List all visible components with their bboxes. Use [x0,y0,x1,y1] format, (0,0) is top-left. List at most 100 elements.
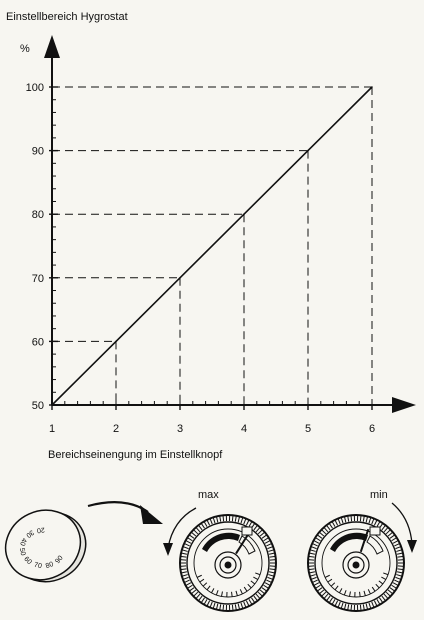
knob-knurl [253,595,258,602]
knob-knurl [206,600,211,607]
knob-knurl [212,602,216,609]
knob-knurl [316,587,323,592]
knob-scale-tick [359,591,361,597]
knob-knurl [376,521,381,527]
knob-knurl [395,546,402,550]
knob-scale-tick [378,580,384,585]
y-axis-arrow-icon [44,35,60,58]
knob-scale-tick [383,572,389,576]
knob-scale-tick [196,574,202,578]
knob-scale-tick [327,578,333,583]
knob-knurl [206,519,211,526]
knob-knurl [243,518,247,525]
knob-knurl [334,519,339,526]
knob-knurl [321,529,327,535]
knob-scale-tick [371,586,376,592]
small-knob-face [4,509,82,581]
knob-knurl [259,531,266,537]
knob-knurl [219,604,222,611]
knob-knurl [392,582,399,586]
knob-scale-ring [321,528,391,598]
knob-knurl [368,602,372,609]
knob-knurl [195,526,201,533]
knob-knurl [180,555,187,558]
knob-knurl [253,524,258,531]
x-tick-label: 2 [113,423,119,435]
knob-knurl [328,597,333,604]
knob-knurl [193,591,199,597]
small-knob-number: 30 [24,528,35,538]
knob-knurl [266,579,273,583]
knob-knurl [267,576,274,580]
knob-knurl [240,517,244,524]
knob-knurl [255,526,261,533]
knob-knurl [248,521,253,527]
knob-knurl [308,571,316,574]
knob-knurl [231,604,234,611]
knob-knurl [209,518,213,525]
series-polyline [51,86,373,406]
knob-knurl [326,595,331,602]
knob-knurl [190,589,197,595]
knob-knurl [257,529,263,535]
knob-knurl [340,517,344,524]
knob-knurl [187,584,193,589]
knob-knurl [309,549,316,552]
knob-knurl [389,587,396,592]
knob-scale-tick [239,589,243,595]
tick-labels: 50 60 70 80 90 100 1 2 3 4 5 6 [26,82,375,435]
knob-knurl [337,518,341,525]
knob-knurl [396,552,404,555]
x-axis-arrow-icon [392,397,416,413]
knob-scale-tick [339,588,343,593]
knob-knurl [243,601,247,608]
knob-knurl [395,576,402,580]
knob-knurl [326,524,331,531]
knob-knurl [181,574,188,577]
knob-knurl [311,543,318,547]
knob-knurl [365,516,369,523]
x-tick-label: 4 [241,423,247,435]
x-axis-label: Bereichseinengung im Einstellknopf [48,449,223,461]
knob-scale-tick [253,576,258,580]
knob-scale-tick [343,590,347,596]
knob-scale-tick [235,590,238,596]
knob-knurl [309,574,316,577]
knob-knurl [321,591,327,597]
knob-knurl [188,587,195,592]
knob-knurl [397,555,404,558]
knob-knurl [323,526,329,533]
knob-knurl [347,604,350,611]
small-knob-number: 40 [18,537,27,547]
knob-knurl [373,600,378,607]
small-knob-number: 70 [33,562,42,571]
x-tick-label: 1 [49,423,55,435]
small-knob-number: 20 [36,526,45,534]
knob-knurl [313,582,320,586]
knob-scale-tick [381,576,386,580]
knob-knurl [183,543,190,547]
knob-knurl [389,534,396,539]
knob-knurl [203,521,208,527]
knob-knurl [222,515,225,522]
knob-limit-white [366,535,384,555]
max-knob [179,514,277,612]
knob-knurl [381,524,386,531]
knob-knurl [308,568,315,571]
knob-knurl [245,519,250,526]
knob-pointer [235,532,250,555]
knob-knurl [245,600,250,607]
data-point [243,213,245,215]
knob-knurl [308,552,316,555]
knob-knurl [362,515,365,522]
knob-knurl [376,599,381,605]
knob-scale-tick [231,591,233,597]
knob-scale-tick [334,585,339,591]
knob-knurl [383,526,389,533]
knob-scale-tick [255,572,261,576]
knob-knurl [385,591,391,597]
knob-knurl [311,579,318,583]
knob-knurl [350,604,353,611]
knob-knurl [198,595,203,602]
